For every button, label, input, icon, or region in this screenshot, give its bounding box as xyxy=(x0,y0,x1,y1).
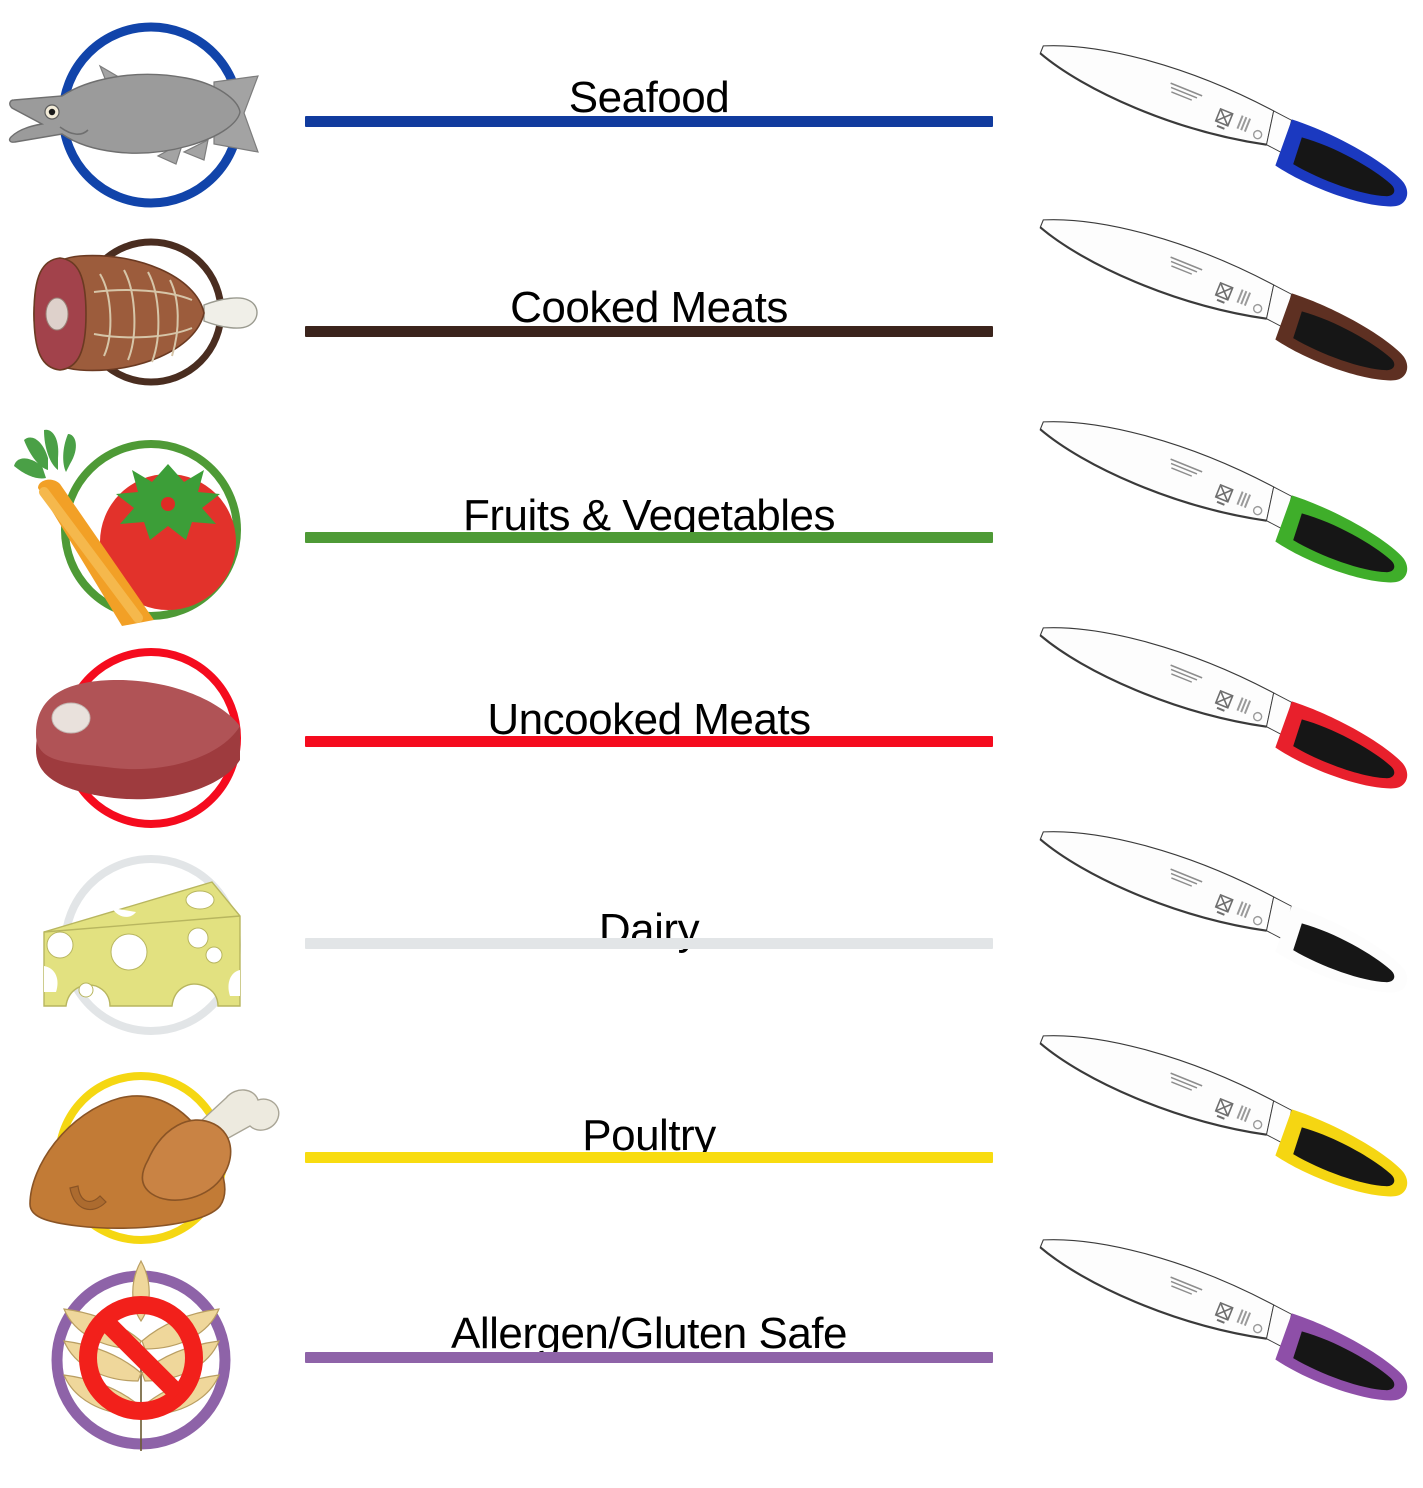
chef-knife xyxy=(1000,372,1423,672)
category-color-bar xyxy=(305,532,993,543)
category-label: Cooked Meats xyxy=(510,283,788,332)
chef-knife xyxy=(1000,986,1423,1286)
no-gluten-icon xyxy=(8,1255,298,1465)
tomato-carrot-icon xyxy=(8,420,298,630)
category-color-bar xyxy=(305,736,993,747)
category-label: Poultry xyxy=(582,1111,716,1160)
category-label: Allergen/Gluten Safe xyxy=(450,1309,848,1358)
chef-knife xyxy=(1000,782,1423,1082)
chef-knife xyxy=(1000,0,1423,296)
fish-icon xyxy=(8,0,298,210)
category-label-cell: Allergen/Gluten Safe xyxy=(305,1255,993,1465)
chef-knife xyxy=(1000,578,1423,878)
chef-knife xyxy=(1000,170,1423,470)
category-label: Fruits & Vegetables xyxy=(462,491,836,540)
category-color-bar xyxy=(305,938,993,949)
ham-icon xyxy=(8,210,298,420)
category-label-cell: Uncooked Meats xyxy=(305,630,993,840)
category-label-cell: Seafood xyxy=(305,0,993,210)
category-label: Seafood xyxy=(568,73,730,122)
chart-row: Uncooked Meats xyxy=(0,630,1423,840)
category-color-bar xyxy=(305,116,993,127)
category-label-cell: Cooked Meats xyxy=(305,210,993,420)
category-color-bar xyxy=(305,1352,993,1363)
poultry-icon xyxy=(8,1050,298,1260)
category-label-cell: Fruits & Vegetables xyxy=(305,420,993,630)
chart-row: Dairy xyxy=(0,840,1423,1050)
chef-knife xyxy=(1000,1190,1423,1488)
chart-row: Cooked Meats xyxy=(0,210,1423,420)
chart-row: Fruits & Vegetables xyxy=(0,420,1423,630)
chart-row: Poultry xyxy=(0,1050,1423,1260)
category-color-bar xyxy=(305,326,993,337)
category-label-cell: Dairy xyxy=(305,840,993,1050)
cheese-icon xyxy=(8,840,298,1050)
steak-icon xyxy=(8,630,298,840)
category-color-bar xyxy=(305,1152,993,1163)
chart-row: Allergen/Gluten Safe xyxy=(0,1255,1423,1465)
category-label: Uncooked Meats xyxy=(487,695,811,744)
category-label-cell: Poultry xyxy=(305,1050,993,1260)
chart-row: Seafood xyxy=(0,0,1423,210)
